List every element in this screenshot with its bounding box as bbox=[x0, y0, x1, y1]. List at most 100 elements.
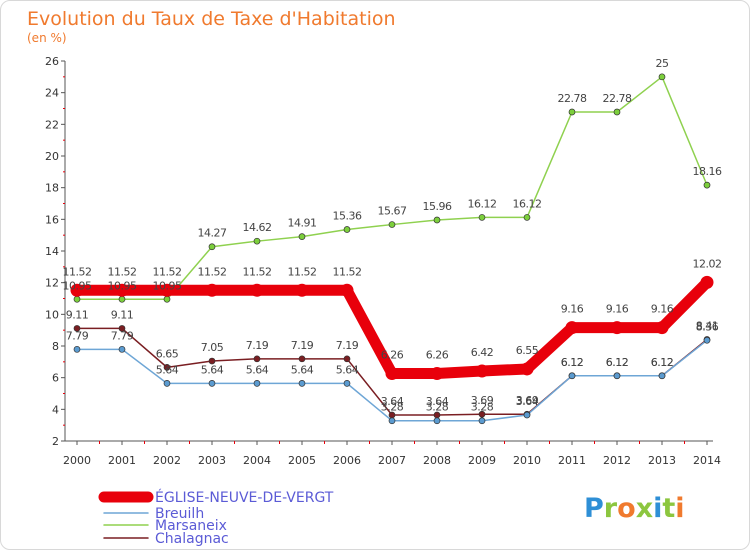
data-point bbox=[520, 362, 534, 376]
data-point bbox=[163, 364, 171, 371]
data-point bbox=[163, 380, 171, 387]
legend-label: Marsaneix bbox=[155, 518, 227, 534]
data-point bbox=[73, 325, 81, 332]
y-tick-label: 12 bbox=[45, 277, 59, 290]
data-label: 3.28 bbox=[426, 401, 449, 414]
data-label: 3.64 bbox=[426, 395, 449, 408]
data-label: 16.12 bbox=[513, 197, 542, 210]
x-tick-label: 2004 bbox=[243, 454, 271, 467]
data-point bbox=[568, 108, 576, 116]
data-label: 6.12 bbox=[561, 356, 584, 369]
data-label: 9.16 bbox=[561, 303, 584, 316]
data-point bbox=[118, 295, 126, 303]
y-tick-label: 8 bbox=[52, 340, 59, 353]
data-label: 7.19 bbox=[291, 339, 314, 352]
data-label: 5.64 bbox=[201, 363, 224, 376]
logo-letter: o bbox=[617, 493, 636, 524]
x-tick-label: 2013 bbox=[648, 454, 676, 467]
data-label: 7.19 bbox=[336, 339, 359, 352]
data-point bbox=[703, 336, 711, 344]
data-labels: 11.52 11.52 11.52 11.52 11.52 11.52 11.52 6.26 6… bbox=[63, 57, 723, 414]
legend-label: ÉGLISE-NEUVE-DE-VERGT bbox=[155, 489, 334, 506]
data-label: 3.64 bbox=[516, 395, 539, 408]
data-point bbox=[298, 380, 306, 387]
data-point bbox=[568, 372, 576, 380]
x-tick-label: 2011 bbox=[558, 454, 586, 467]
data-point bbox=[343, 380, 351, 387]
y-tick-label: 22 bbox=[45, 118, 59, 131]
data-label: 7.79 bbox=[66, 329, 89, 342]
logo-letter: r bbox=[604, 493, 618, 524]
series-points bbox=[70, 73, 714, 425]
data-point bbox=[253, 380, 261, 387]
y-tick-label: 14 bbox=[45, 245, 59, 258]
data-label: 6.12 bbox=[606, 356, 629, 369]
data-point bbox=[208, 380, 216, 387]
data-point bbox=[388, 417, 396, 425]
data-point bbox=[388, 221, 396, 228]
data-point bbox=[118, 345, 126, 353]
data-point bbox=[298, 355, 306, 363]
data-label: 16.12 bbox=[468, 197, 497, 210]
logo-letter: P bbox=[584, 493, 604, 524]
data-label: 6.55 bbox=[516, 344, 539, 357]
data-label: 3.69 bbox=[471, 394, 494, 407]
data-label: 5.64 bbox=[246, 363, 269, 376]
logo-letter: i bbox=[675, 493, 684, 524]
data-label: 3.28 bbox=[471, 401, 494, 414]
data-point bbox=[250, 283, 264, 297]
data-point bbox=[343, 355, 351, 363]
data-point bbox=[118, 325, 126, 332]
chart-title: Evolution du Taux de Taxe d'Habitation bbox=[27, 8, 396, 30]
data-label: 14.27 bbox=[198, 227, 227, 240]
data-point bbox=[478, 410, 486, 418]
legend-label: Chalagnac bbox=[155, 531, 229, 547]
data-label: 6.12 bbox=[606, 356, 629, 369]
data-point bbox=[523, 214, 531, 221]
data-label: 10.95 bbox=[108, 279, 137, 292]
legend-label: Breuilh bbox=[155, 506, 204, 522]
x-tick-label: 2008 bbox=[423, 454, 451, 467]
data-point bbox=[658, 73, 666, 81]
data-point bbox=[73, 345, 81, 353]
data-label: 10.95 bbox=[153, 279, 182, 292]
data-label: 3.64 bbox=[381, 395, 404, 408]
data-label: 9.16 bbox=[651, 303, 674, 316]
data-point bbox=[340, 283, 354, 297]
data-label: 9.11 bbox=[111, 308, 134, 321]
x-tick-label: 2014 bbox=[693, 454, 721, 467]
data-point bbox=[433, 417, 441, 425]
data-point bbox=[115, 283, 129, 297]
x-tick-label: 2003 bbox=[198, 454, 226, 467]
data-point bbox=[703, 181, 711, 189]
data-label: 9.16 bbox=[606, 303, 629, 316]
data-label: 9.11 bbox=[66, 308, 89, 321]
data-label: 5.64 bbox=[291, 363, 314, 376]
x-tick-label: 2007 bbox=[378, 454, 406, 467]
data-label: 6.12 bbox=[651, 356, 674, 369]
proxiti-logo: Proxiti bbox=[584, 493, 685, 524]
data-label: 6.42 bbox=[471, 346, 494, 359]
data-point bbox=[208, 357, 216, 365]
data-label: 6.12 bbox=[561, 356, 584, 369]
x-tick-label: 2001 bbox=[108, 454, 136, 467]
x-tick-label: 2002 bbox=[153, 454, 181, 467]
data-label: 6.12 bbox=[651, 356, 674, 369]
y-tick-label: 6 bbox=[52, 372, 59, 385]
data-label: 3.28 bbox=[381, 401, 404, 414]
logo-letter: x bbox=[636, 493, 653, 524]
y-tick-label: 4 bbox=[52, 403, 59, 416]
data-point bbox=[655, 321, 669, 335]
data-label: 22.78 bbox=[603, 92, 632, 105]
data-label: 7.05 bbox=[201, 341, 224, 354]
data-label: 7.79 bbox=[111, 329, 134, 342]
data-point bbox=[205, 283, 219, 297]
data-point bbox=[613, 108, 621, 116]
x-tick-label: 2006 bbox=[333, 454, 361, 467]
data-point bbox=[208, 243, 216, 251]
data-label: 15.36 bbox=[333, 209, 362, 222]
data-point bbox=[658, 372, 666, 380]
data-point bbox=[475, 364, 489, 378]
